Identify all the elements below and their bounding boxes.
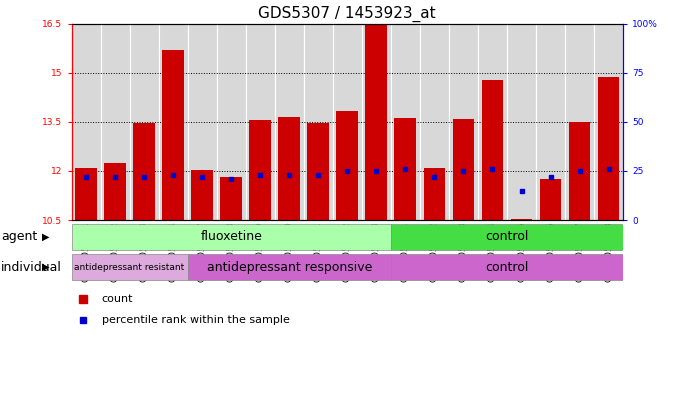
Bar xyxy=(394,118,416,220)
Bar xyxy=(246,24,274,220)
Bar xyxy=(449,24,478,220)
Bar xyxy=(279,117,300,220)
Bar xyxy=(366,25,387,220)
Bar xyxy=(191,170,213,220)
Text: fluoxetine: fluoxetine xyxy=(200,230,262,243)
Title: GDS5307 / 1453923_at: GDS5307 / 1453923_at xyxy=(259,6,436,22)
Bar xyxy=(274,24,304,220)
Bar xyxy=(507,24,536,220)
Bar xyxy=(424,168,445,220)
Bar xyxy=(307,123,329,220)
Bar xyxy=(133,123,155,220)
Bar xyxy=(188,24,217,220)
Bar xyxy=(536,24,565,220)
Bar xyxy=(72,254,188,280)
Bar xyxy=(220,177,242,220)
Text: individual: individual xyxy=(1,261,62,274)
Bar xyxy=(420,24,449,220)
Bar xyxy=(159,24,188,220)
Text: antidepressant responsive: antidepressant responsive xyxy=(206,261,372,274)
Bar xyxy=(391,224,623,250)
Bar xyxy=(72,224,391,250)
Bar xyxy=(188,254,391,280)
Bar xyxy=(594,24,623,220)
Bar xyxy=(333,24,362,220)
Bar xyxy=(569,122,590,220)
Bar xyxy=(511,219,533,220)
Bar xyxy=(129,24,159,220)
Bar xyxy=(565,24,594,220)
Bar xyxy=(72,24,101,220)
Bar xyxy=(478,24,507,220)
Text: ▶: ▶ xyxy=(42,262,50,272)
Bar xyxy=(304,24,333,220)
Bar xyxy=(453,119,475,220)
Text: control: control xyxy=(486,261,528,274)
Text: agent: agent xyxy=(1,230,37,243)
Bar xyxy=(162,50,184,220)
Bar xyxy=(217,24,246,220)
Text: antidepressant resistant: antidepressant resistant xyxy=(74,263,185,272)
Bar xyxy=(362,24,391,220)
Bar xyxy=(481,80,503,220)
Bar xyxy=(249,120,271,220)
Bar xyxy=(391,254,623,280)
Bar xyxy=(391,24,420,220)
Text: count: count xyxy=(102,294,133,304)
Text: percentile rank within the sample: percentile rank within the sample xyxy=(102,315,289,325)
Bar xyxy=(75,168,97,220)
Text: ▶: ▶ xyxy=(42,232,50,242)
Text: control: control xyxy=(486,230,528,243)
Bar xyxy=(598,77,620,220)
Bar xyxy=(336,111,358,220)
Bar xyxy=(539,179,561,220)
Bar xyxy=(104,163,126,220)
Bar xyxy=(101,24,129,220)
